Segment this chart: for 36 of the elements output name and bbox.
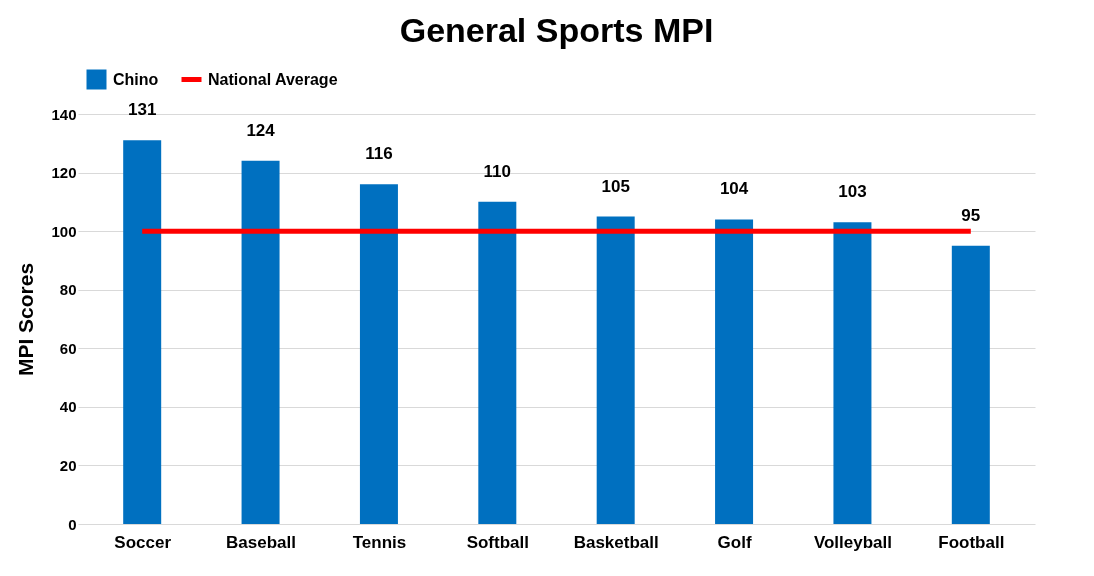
x-tick-label: Volleyball: [813, 532, 892, 552]
y-tick-label: 120: [51, 164, 77, 182]
bar: [123, 140, 162, 524]
x-tick-label: Basketball: [573, 532, 659, 552]
bar: [951, 245, 990, 524]
data-label: 95: [961, 205, 981, 225]
y-tick-label: 0: [68, 515, 77, 533]
x-tick-label: Baseball: [226, 532, 297, 552]
data-label: 131: [128, 100, 157, 120]
bar: [596, 216, 635, 524]
y-tick-label: 100: [51, 222, 77, 240]
bar: [241, 160, 280, 524]
y-axis-title: MPI Scores: [14, 262, 38, 377]
x-tick-label: Soccer: [114, 532, 172, 552]
y-tick-label: 40: [59, 398, 77, 416]
chart-title: General Sports MPI: [399, 11, 714, 49]
data-label: 110: [483, 161, 512, 181]
data-label: 105: [601, 176, 630, 196]
bar: [715, 219, 754, 524]
y-tick-label: 140: [51, 105, 77, 123]
y-tick-label: 60: [59, 339, 77, 357]
data-label: 103: [838, 182, 867, 202]
legend-label: Chino: [113, 70, 159, 88]
data-label: 124: [246, 120, 276, 140]
bar: [478, 201, 517, 524]
legend-label: National Average: [208, 70, 338, 88]
bar: [833, 222, 872, 524]
x-tick-label: Tennis: [352, 532, 407, 552]
bar: [359, 184, 398, 524]
x-tick-label: Softball: [466, 532, 529, 552]
x-tick-label: Football: [938, 532, 1005, 552]
data-label: 104: [719, 179, 749, 199]
data-label: 116: [365, 144, 393, 164]
x-tick-label: Golf: [717, 532, 752, 552]
y-tick-label: 80: [59, 281, 77, 299]
y-tick-label: 20: [59, 456, 77, 474]
